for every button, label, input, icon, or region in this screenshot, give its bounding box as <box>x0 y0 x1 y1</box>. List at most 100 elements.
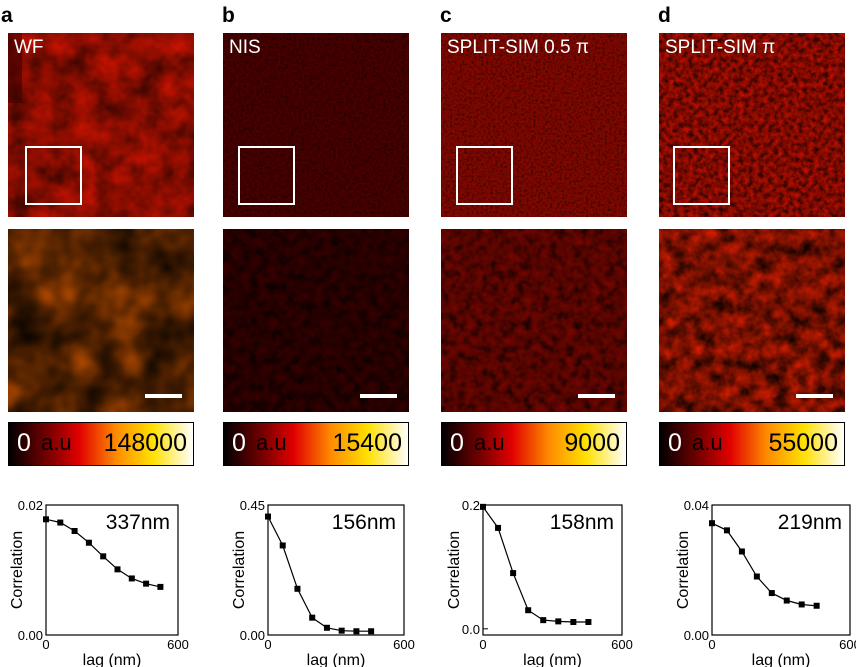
zoomed-image <box>441 229 627 412</box>
data-point <box>540 617 547 624</box>
roi-box <box>25 146 82 205</box>
nis-image: NIS <box>223 33 409 217</box>
zoomed-image <box>8 229 194 412</box>
widefield-image: WF <box>8 33 194 217</box>
data-point <box>525 607 532 614</box>
x-tick-label: 600 <box>611 637 633 652</box>
fwhm-annotation: 158nm <box>550 511 614 534</box>
roi-box <box>456 146 513 205</box>
image-label: NIS <box>229 37 261 58</box>
panel-letter: a <box>1 4 13 27</box>
colorbar-max: 148000 <box>103 429 187 457</box>
plot-frame <box>711 504 851 636</box>
colorbar-unit: a.u <box>256 430 287 455</box>
data-point <box>585 619 592 625</box>
colorbar-gradient <box>9 423 193 465</box>
data-point <box>510 570 517 577</box>
scale-bar <box>578 394 615 398</box>
correlation-plot: 0.2 0.00 600 lag (nm) Correlation 158nm <box>446 498 633 667</box>
panel-a: a WF <box>0 0 210 667</box>
data-point <box>157 583 164 590</box>
data-point <box>480 503 486 510</box>
data-point <box>570 619 577 625</box>
data-point <box>43 516 49 523</box>
data-point <box>279 542 286 549</box>
data-point <box>753 573 760 580</box>
colorbar: 0 a.u 55000 <box>659 422 845 466</box>
data-point <box>783 597 790 604</box>
fwhm-annotation: 337nm <box>106 511 170 534</box>
split-sim-half-pi-image: SPLIT-SIM 0.5 π <box>441 33 627 217</box>
correlation-plot: 0.45 0.000 600 lag (nm) Correlation 156nm <box>231 498 415 667</box>
correlation-plot: 0.02 0.000 600 lag (nm) Correlation 337nm <box>9 498 189 667</box>
panel-c: c SPLIT-SIM 0.5 π <box>436 0 646 667</box>
colorbar-min: 0 <box>668 429 682 457</box>
data-point <box>309 614 316 621</box>
scale-bar <box>145 394 182 398</box>
panel-letter: d <box>658 4 671 27</box>
colorbar-max: 55000 <box>768 429 838 457</box>
panel-letter: c <box>440 4 452 27</box>
data-point <box>323 624 330 631</box>
y-tick-label: 0.2 <box>462 498 480 513</box>
x-axis-label: lag (nm) <box>523 652 582 667</box>
microscopy-image-texture <box>659 33 845 217</box>
colorbar-unit: a.u <box>474 430 505 455</box>
x-axis-label: lag (nm) <box>752 652 811 667</box>
zoom-texture <box>223 229 409 412</box>
x-tick-label: 0 <box>479 637 486 652</box>
plot-frame <box>482 504 623 636</box>
data-point <box>368 628 375 635</box>
x-tick-label: 600 <box>393 637 415 652</box>
data-point <box>143 580 150 587</box>
fwhm-annotation: 219nm <box>778 511 842 534</box>
data-point <box>738 548 745 555</box>
panel-letter: b <box>222 4 235 27</box>
correlation-plot: 0.04 0.000 600 lag (nm) Correlation 219nm <box>675 498 856 667</box>
x-tick-label: 600 <box>167 637 189 652</box>
y-tick-label: 0.00 <box>18 628 43 643</box>
plot-frame <box>45 504 179 636</box>
microscopy-image-texture <box>223 33 409 217</box>
colorbar-gradient <box>224 423 408 465</box>
colorbar-min: 0 <box>17 429 31 457</box>
colorbar-min: 0 <box>450 429 464 457</box>
y-tick-label: 0.00 <box>240 628 265 643</box>
x-tick-label: 0 <box>708 637 715 652</box>
image-label: WF <box>14 37 44 58</box>
data-point <box>114 566 121 573</box>
x-tick-label: 0 <box>264 637 271 652</box>
colorbar-gradient <box>442 423 626 465</box>
data-point <box>100 553 107 560</box>
image-label: SPLIT-SIM 0.5 π <box>447 37 589 58</box>
y-tick-label: 0.45 <box>240 498 265 513</box>
roi-box <box>238 146 295 205</box>
zoomed-image <box>659 229 845 412</box>
data-point <box>294 585 301 592</box>
colorbar-gradient <box>660 423 844 465</box>
data-point <box>813 602 820 609</box>
colorbar: 0 a.u 148000 <box>8 422 194 466</box>
x-tick-label: 0 <box>42 637 49 652</box>
x-axis-label: lag (nm) <box>307 652 366 667</box>
data-point <box>768 590 775 597</box>
roi-box <box>673 146 730 205</box>
series-line <box>711 522 817 607</box>
y-tick-label: 0.04 <box>684 498 709 513</box>
fwhm-annotation: 156nm <box>332 511 396 534</box>
colorbar-min: 0 <box>232 429 246 457</box>
colorbar-max: 9000 <box>564 429 620 457</box>
y-tick-label: 0.02 <box>18 498 43 513</box>
colorbar: 0 a.u 15400 <box>223 422 409 466</box>
data-point <box>57 519 64 526</box>
y-axis-label: Correlation <box>446 531 463 609</box>
microscopy-image-texture <box>441 33 627 217</box>
x-tick-label: 600 <box>839 637 856 652</box>
data-point <box>338 627 345 634</box>
scale-bar <box>360 394 397 398</box>
y-axis-label: Correlation <box>231 531 248 609</box>
zoom-texture <box>441 229 627 412</box>
split-sim-pi-image: SPLIT-SIM π <box>659 33 845 217</box>
data-point <box>85 539 92 546</box>
y-tick-label: 0.00 <box>684 628 709 643</box>
